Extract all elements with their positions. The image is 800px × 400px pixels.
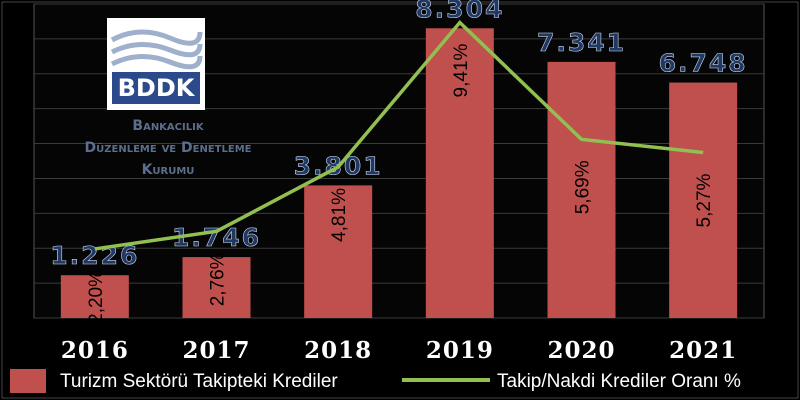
bar <box>669 82 738 318</box>
value-label: 2,76% <box>208 252 229 306</box>
x-tick-label: 2020 <box>547 337 615 364</box>
x-tick-label: 2021 <box>669 337 737 364</box>
x-tick-label: 2018 <box>304 337 372 364</box>
logo-line: Düzenleme ve Denetleme <box>85 140 252 156</box>
value-label: 7.341 <box>537 28 626 57</box>
value-label: 8.304 <box>415 0 504 23</box>
value-label: 5,27% <box>694 173 715 227</box>
x-tick-label: 2019 <box>426 337 494 364</box>
logo-abbr: BDDK <box>118 74 196 102</box>
bar <box>182 257 251 318</box>
legend-label: Takip/Nakdi Krediler Oranı % <box>497 371 741 392</box>
value-label: 2,20% <box>86 270 107 324</box>
x-tick-label: 2016 <box>61 337 129 364</box>
value-label: 9,41% <box>451 43 472 97</box>
logo-waves <box>110 29 203 70</box>
bar <box>425 28 494 319</box>
legend-label: Turizm Sektörü Takipteki Krediler <box>60 371 338 392</box>
value-label: 6.748 <box>659 49 748 78</box>
bar <box>304 185 373 318</box>
legend-swatch <box>10 369 46 393</box>
logo-badge <box>112 72 200 104</box>
value-label: 1.746 <box>172 223 261 252</box>
logo-line: Bankacılık <box>132 118 204 134</box>
x-tick-label: 2017 <box>182 337 250 364</box>
value-label: 5,69% <box>573 160 594 214</box>
logo-line: Kurumu <box>142 162 195 178</box>
bar <box>60 275 129 318</box>
logo: BDDK Bankacılık Düzenleme ve Denetleme K… <box>85 18 252 178</box>
bar <box>547 61 616 318</box>
line <box>94 19 704 251</box>
value-label: 4,81% <box>329 188 350 242</box>
